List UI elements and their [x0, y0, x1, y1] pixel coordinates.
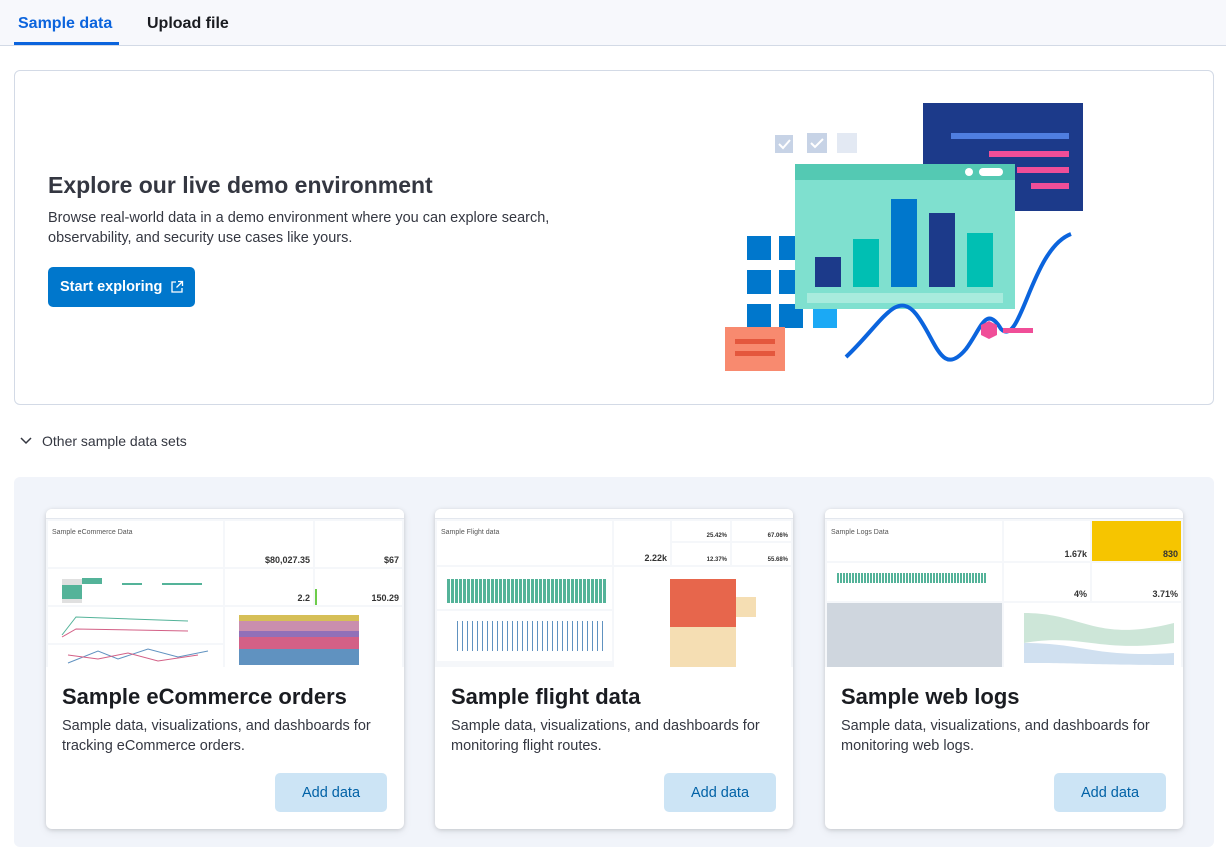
add-web-logs-data-button[interactable]: Add data [1054, 773, 1166, 812]
thumb-metric: 12.37% [706, 557, 727, 563]
thumb-heading: Sample Flight data [441, 529, 500, 536]
add-ecommerce-data-button[interactable]: Add data [275, 773, 387, 812]
card-title: Sample flight data [451, 684, 641, 709]
external-link-icon [171, 280, 184, 293]
thumb-metric: 55.68% [767, 557, 788, 563]
flights-dashboard-thumbnail: Sample Flight data 2.22k 25.42% 67.06% 1… [435, 509, 793, 667]
card-flights: Sample Flight data 2.22k 25.42% 67.06% 1… [435, 509, 793, 829]
accordion-label: Other sample data sets [42, 433, 187, 449]
start-exploring-label: Start exploring [60, 279, 163, 295]
other-sample-data-sets-toggle[interactable]: Other sample data sets [20, 433, 187, 449]
tab-sample-data[interactable]: Sample data [18, 15, 113, 32]
thumb-metric: 67.06% [767, 533, 788, 539]
ecommerce-dashboard-thumbnail: Sample eCommerce Data $80,027.35 $67 2.2… [46, 509, 404, 667]
add-flight-data-button[interactable]: Add data [664, 773, 776, 812]
hero-description: Browse real-world data in a demo environ… [48, 210, 550, 246]
card-description: Sample data, visualizations, and dashboa… [841, 718, 1150, 754]
tab-bar: Sample data Upload file [0, 0, 1226, 46]
thumb-metric: $67 [383, 555, 399, 565]
thumb-metric: 4% [1073, 589, 1087, 599]
thumb-metric: 25.42% [706, 533, 727, 539]
thumb-metric: 2.22k [644, 553, 667, 563]
thumb-metric: 3.71% [1152, 589, 1178, 599]
thumb-metric: $80,027.35 [264, 555, 310, 565]
thumb-heading: Sample eCommerce Data [52, 529, 133, 536]
tab-upload-file[interactable]: Upload file [147, 15, 229, 32]
sample-data-gallery: Sample eCommerce Data $80,027.35 $67 2.2… [14, 477, 1214, 847]
thumb-metric: 2.2 [297, 593, 310, 603]
card-description: Sample data, visualizations, and dashboa… [62, 718, 371, 754]
hero-title: Explore our live demo environment [48, 172, 433, 198]
demo-environment-panel: Explore our live demo environment Browse… [14, 70, 1214, 405]
card-description: Sample data, visualizations, and dashboa… [451, 718, 760, 754]
thumb-metric: 830 [1162, 549, 1178, 559]
card-title: Sample eCommerce orders [62, 684, 347, 709]
card-title: Sample web logs [841, 684, 1020, 709]
web-logs-dashboard-thumbnail: Sample Logs Data 1.67k 830 4% 3.71% [825, 509, 1183, 667]
thumb-metric: 150.29 [371, 593, 399, 603]
active-tab-indicator [14, 42, 119, 45]
thumb-heading: Sample Logs Data [831, 529, 889, 536]
chevron-down-icon [20, 437, 32, 445]
card-web-logs: Sample Logs Data 1.67k 830 4% 3.71% Samp… [825, 509, 1183, 829]
card-ecommerce: Sample eCommerce Data $80,027.35 $67 2.2… [46, 509, 404, 829]
start-exploring-button[interactable]: Start exploring [48, 267, 195, 307]
thumb-metric: 1.67k [1064, 549, 1087, 559]
demo-illustration [725, 103, 1083, 371]
